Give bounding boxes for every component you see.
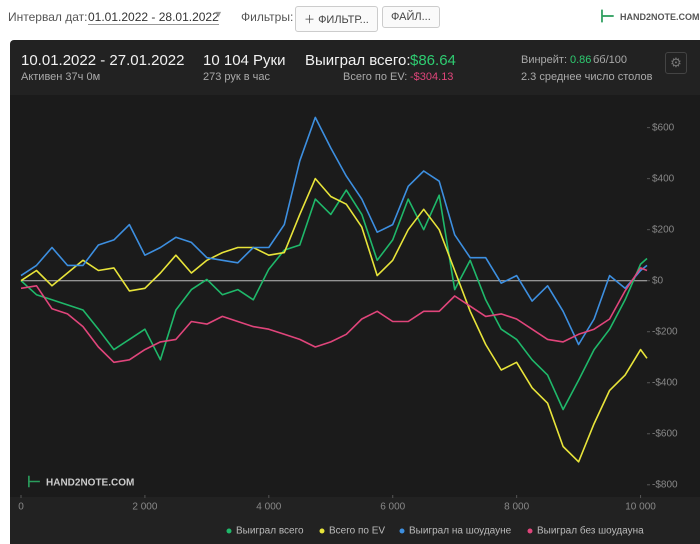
date-range[interactable]: 01.01.2022 - 28.01.2022 <box>88 10 219 25</box>
tables: 2.3 среднее число столов <box>521 71 653 83</box>
legend-label: Выиграл без шоудауна <box>537 525 644 537</box>
x-tick-label: 6 000 <box>380 502 405 513</box>
watermark: HAND2NOTE.COM <box>46 478 134 489</box>
ev-value: -$304.13 <box>410 71 454 83</box>
y-tick-label: -$200 <box>652 326 678 337</box>
x-tick-label: 0 <box>18 502 24 513</box>
dropdown-arrow[interactable]: ▼ <box>214 9 223 19</box>
file-button[interactable]: ФАЙЛ... <box>382 6 440 28</box>
period: 10.01.2022 - 27.01.2022 <box>21 52 185 69</box>
hands-per-hour: 273 рук в час <box>203 71 271 83</box>
plot-background <box>10 95 700 497</box>
x-tick-label: 2 000 <box>132 502 157 513</box>
x-tick-label: 8 000 <box>504 502 529 513</box>
legend-marker <box>226 528 232 534</box>
stats-panel: 10.01.2022 - 27.01.2022 Активен 37ч 0м 1… <box>10 40 700 544</box>
ev-label: Всего по EV: <box>343 71 408 83</box>
filters-label: Фильтры: <box>241 10 294 24</box>
x-tick-label: 10 000 <box>625 502 656 513</box>
y-tick-label: $200 <box>652 224 675 235</box>
watermark-icon: ⊢ <box>27 474 41 491</box>
logo-icon: ⊢ <box>600 7 615 26</box>
filter-button[interactable]: ＋ ФИЛЬТР... <box>295 6 378 32</box>
legend-marker <box>399 528 405 534</box>
y-tick-label: -$800 <box>652 479 678 490</box>
series-line <box>20 189 648 411</box>
date-label: Интервал дат: <box>8 10 88 24</box>
legend-label: Выиграл всего <box>236 526 304 537</box>
hands: 10 104 Руки <box>203 52 286 69</box>
series-line <box>20 116 648 346</box>
legend-label: Выиграл на шоудауне <box>409 526 512 537</box>
series-line <box>20 177 648 463</box>
legend-label: Всего по EV <box>329 526 385 537</box>
winrate-value: 0.86 <box>570 54 592 66</box>
y-tick-label: $0 <box>652 275 664 286</box>
settings-button[interactable]: ⚙ <box>665 52 687 74</box>
y-tick-label: $600 <box>652 122 675 133</box>
winrate-label: Винрейт: <box>521 54 568 66</box>
y-tick-label: -$600 <box>652 428 678 439</box>
x-tick-label: 4 000 <box>256 502 281 513</box>
won-label: Выиграл всего: <box>305 52 411 69</box>
series-line <box>20 267 648 364</box>
legend-marker <box>527 528 533 534</box>
y-tick-label: $400 <box>652 173 675 184</box>
winrate-unit: бб/100 <box>593 54 628 66</box>
legend-marker <box>319 528 325 534</box>
logo: HAND2NOTE.COM <box>620 12 700 22</box>
toolbar: Интервал дат: 01.01.2022 - 28.01.2022 ▼ … <box>0 0 700 38</box>
filter-button-text: ФИЛЬТР... <box>318 14 369 26</box>
chart: HAND2NOTE.COM ⊢ $600 $400 $200 $0 -$200 -$400… <box>10 95 700 537</box>
active-time: Активен 37ч 0м <box>21 71 101 83</box>
y-tick-label: -$400 <box>652 377 678 388</box>
won-value: $86.64 <box>410 52 456 69</box>
